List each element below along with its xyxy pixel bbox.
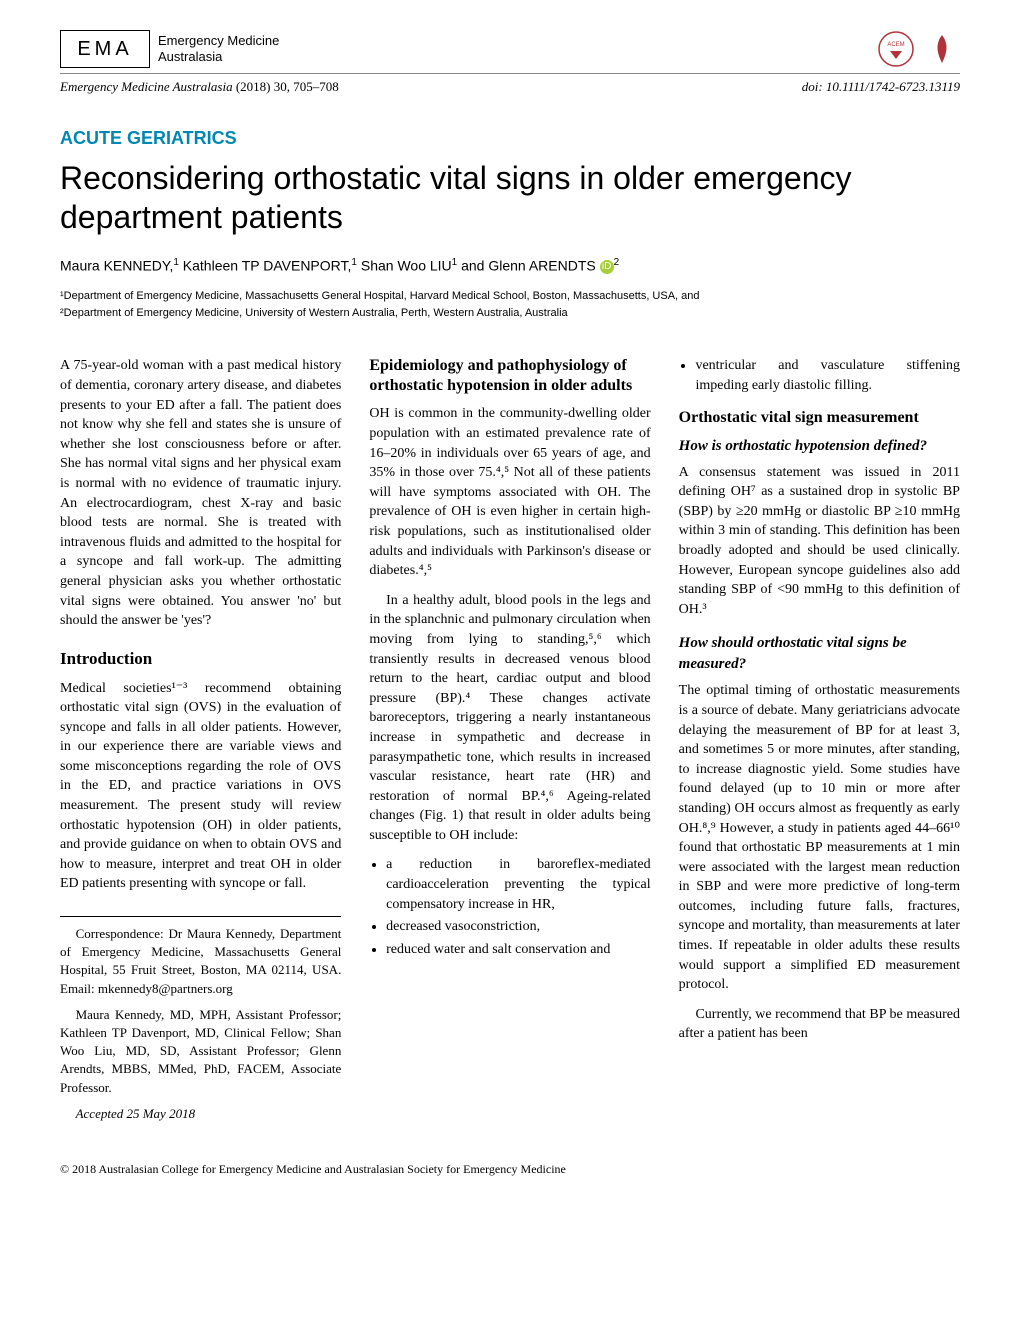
citation-year-vol: (2018) 30, bbox=[236, 79, 290, 94]
intro-heading: Introduction bbox=[60, 647, 341, 671]
column-2: Epidemiology and pathophysiology of orth… bbox=[369, 356, 650, 1131]
bullet-item: decreased vasoconstriction, bbox=[386, 917, 651, 937]
journal-line2: Australasia bbox=[158, 49, 279, 65]
column-1: A 75-year-old woman with a past medical … bbox=[60, 356, 341, 1131]
bullet-item: a reduction in baroreflex-mediated cardi… bbox=[386, 855, 651, 914]
copyright: © 2018 Australasian College for Emergenc… bbox=[60, 1161, 960, 1178]
ema-logo: EMA bbox=[60, 30, 150, 68]
citation-journal: Emergency Medicine Australasia bbox=[60, 79, 233, 94]
aff-sup: 1 bbox=[351, 257, 357, 268]
doi: doi: 10.1111/1742-6723.13119 bbox=[802, 78, 960, 96]
asem-badge-icon bbox=[924, 31, 960, 67]
author-bios: Maura Kennedy, MD, MPH, Assistant Profes… bbox=[60, 1006, 341, 1097]
ovs-heading: Orthostatic vital sign measurement bbox=[679, 408, 960, 428]
section-label: ACUTE GERIATRICS bbox=[60, 126, 960, 151]
bullet-item: reduced water and salt conservation and bbox=[386, 940, 651, 960]
intro-paragraph: Medical societies¹⁻³ recommend obtaining… bbox=[60, 679, 341, 895]
affiliation-line: ²Department of Emergency Medicine, Unive… bbox=[60, 305, 960, 322]
aff-sup: 1 bbox=[173, 257, 179, 268]
citation-pages: 705–708 bbox=[293, 79, 339, 94]
author: Shan Woo LIU bbox=[361, 258, 452, 274]
defined-subheading: How is orthostatic hypotension defined? bbox=[679, 436, 960, 457]
journal-line1: Emergency Medicine bbox=[158, 33, 279, 49]
body-paragraph: Currently, we recommend that BP be measu… bbox=[679, 1005, 960, 1044]
body-paragraph: OH is common in the community-dwelling o… bbox=[369, 404, 650, 580]
body-paragraph: In a healthy adult, blood pools in the l… bbox=[369, 591, 650, 846]
affiliations: ¹Department of Emergency Medicine, Massa… bbox=[60, 288, 960, 321]
epi-heading: Epidemiology and pathophysiology of orth… bbox=[369, 356, 650, 396]
body-paragraph: The optimal timing of orthostatic measur… bbox=[679, 681, 960, 995]
citation-row: Emergency Medicine Australasia (2018) 30… bbox=[60, 73, 960, 96]
bullet-item: ventricular and vasculature stiffening i… bbox=[695, 356, 960, 395]
header-bar: EMA Emergency Medicine Australasia ACEM bbox=[60, 30, 960, 68]
case-paragraph: A 75-year-old woman with a past medical … bbox=[60, 356, 341, 630]
acem-badge-icon: ACEM bbox=[878, 31, 914, 67]
column-3: ventricular and vasculature stiffening i… bbox=[679, 356, 960, 1131]
accepted-date: Accepted 25 May 2018 bbox=[60, 1105, 341, 1123]
author-list: Maura KENNEDY,1 Kathleen TP DAVENPORT,1 … bbox=[60, 256, 960, 276]
author: Kathleen TP DAVENPORT, bbox=[183, 258, 352, 274]
aff-sup: 1 bbox=[452, 257, 458, 268]
body-columns: A 75-year-old woman with a past medical … bbox=[60, 356, 960, 1131]
journal-brand: EMA Emergency Medicine Australasia bbox=[60, 30, 279, 68]
correspondence: Correspondence: Dr Maura Kennedy, Depart… bbox=[60, 925, 341, 998]
measured-subheading: How should orthostatic vital signs be me… bbox=[679, 633, 960, 675]
article-title: Reconsidering orthostatic vital signs in… bbox=[60, 159, 960, 236]
badge-group: ACEM bbox=[878, 31, 960, 67]
svg-text:ACEM: ACEM bbox=[887, 42, 904, 48]
body-paragraph: A consensus statement was issued in 2011… bbox=[679, 463, 960, 620]
author: and Glenn ARENDTS bbox=[461, 258, 600, 274]
journal-name: Emergency Medicine Australasia bbox=[158, 33, 279, 64]
bullet-list: a reduction in baroreflex-mediated cardi… bbox=[369, 855, 650, 959]
citation-left: Emergency Medicine Australasia (2018) 30… bbox=[60, 78, 339, 96]
aff-sup: 2 bbox=[614, 257, 620, 268]
bullet-list-cont: ventricular and vasculature stiffening i… bbox=[679, 356, 960, 395]
author: Maura KENNEDY, bbox=[60, 258, 173, 274]
affiliation-line: ¹Department of Emergency Medicine, Massa… bbox=[60, 288, 960, 305]
orcid-icon[interactable]: iD bbox=[600, 260, 614, 274]
footer-block: Correspondence: Dr Maura Kennedy, Depart… bbox=[60, 916, 341, 1123]
